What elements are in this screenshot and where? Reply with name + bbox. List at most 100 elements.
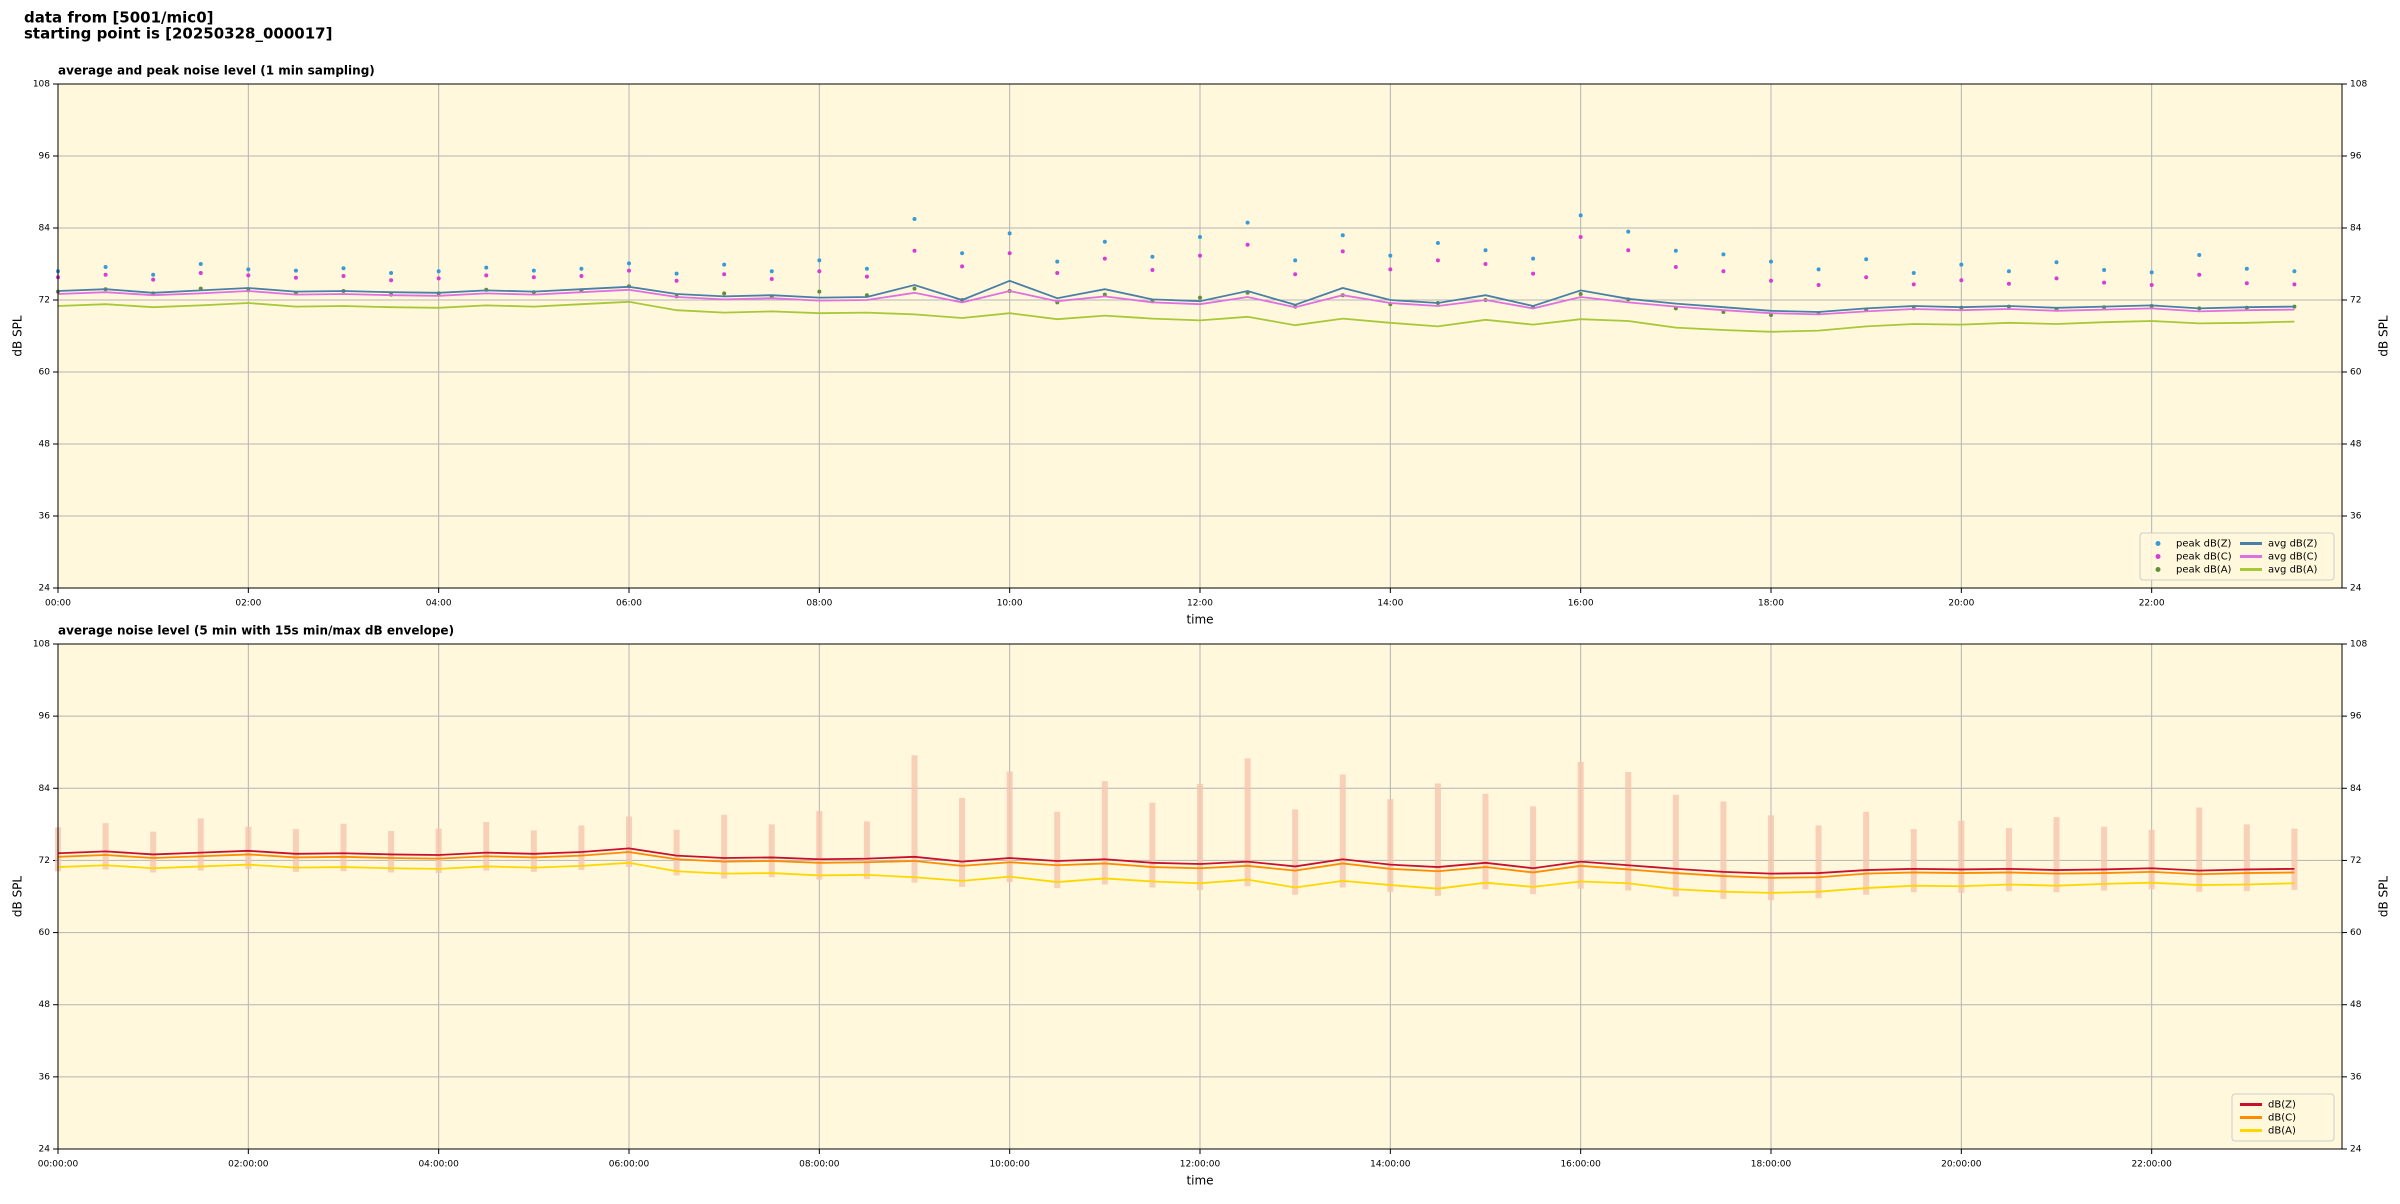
x-tick-label: 04:00 — [426, 599, 452, 609]
y-axis-label: dB SPL — [2377, 876, 2391, 918]
x-tick-label: 22:00 — [2139, 599, 2165, 609]
peak-point — [103, 272, 108, 277]
peak-point — [1150, 268, 1155, 272]
peak-point — [151, 277, 156, 282]
header-line: data from [5001/mic0] — [24, 9, 214, 27]
x-tick-label: 18:00 — [1758, 599, 1784, 609]
y-tick-label: 108 — [2350, 80, 2367, 90]
x-tick-label: 14:00:00 — [1370, 1160, 1411, 1170]
peak-point — [103, 265, 108, 269]
peak-point — [2054, 276, 2059, 281]
peak-point — [817, 258, 822, 263]
peak-point — [2244, 266, 2249, 271]
y-tick-label: 72 — [39, 856, 50, 866]
y-tick-label: 72 — [2350, 296, 2361, 306]
x-tick-label: 16:00 — [1568, 599, 1594, 609]
peak-point — [531, 268, 536, 273]
header-line: starting point is [20250328_000017] — [24, 25, 332, 43]
peak-point — [1578, 213, 1583, 218]
y-tick-label: 60 — [2350, 928, 2362, 938]
peak-point — [1198, 235, 1202, 239]
peak-point — [1769, 259, 1773, 264]
peak-point — [1531, 256, 1536, 261]
peak-point — [769, 277, 774, 281]
peak-point — [1150, 254, 1155, 259]
x-tick-label: 20:00 — [1948, 599, 1974, 609]
peak-point — [817, 289, 822, 294]
chart-title: average and peak noise level (1 min samp… — [58, 64, 375, 78]
peak-point — [246, 267, 251, 272]
peak-point — [864, 266, 869, 271]
peak-point — [912, 286, 917, 291]
peak-point — [484, 265, 489, 270]
x-tick-label: 14:00 — [1377, 599, 1403, 609]
series-line — [57, 279, 2295, 313]
peak-point — [1911, 271, 1916, 275]
peak-point — [2292, 269, 2297, 274]
peak-point — [2244, 281, 2249, 286]
peak-point — [2197, 253, 2202, 257]
peak-point — [2006, 269, 2011, 274]
y-tick-label: 96 — [39, 152, 51, 162]
peak-point — [722, 262, 727, 267]
peak-point — [1959, 262, 1964, 267]
peak-point — [627, 268, 631, 273]
x-tick-label: 02:00:00 — [228, 1160, 269, 1170]
x-tick-label: 22:00:00 — [2131, 1160, 2172, 1170]
series-line — [57, 861, 2295, 894]
x-tick-label: 06:00 — [616, 599, 642, 609]
y-tick-label: 48 — [2350, 440, 2362, 450]
y-tick-label: 96 — [39, 712, 51, 722]
y-tick-label: 84 — [2350, 224, 2362, 234]
x-tick-label: 08:00 — [806, 599, 832, 609]
peak-point — [1769, 278, 1773, 283]
y-tick-label: 24 — [39, 584, 51, 594]
peak-point — [2197, 272, 2202, 277]
x-tick-label: 12:00 — [1187, 599, 1213, 609]
peak-point — [960, 264, 965, 269]
peak-point — [436, 276, 441, 281]
peak-point — [1626, 248, 1631, 253]
chart-title: average noise level (5 min with 15s min/… — [58, 624, 454, 638]
peak-point — [2292, 282, 2297, 287]
series-line — [57, 300, 2295, 333]
legend-label: avg dB(Z) — [2268, 539, 2318, 550]
series-line — [57, 851, 2295, 879]
peak-point — [1673, 265, 1678, 269]
legend-marker — [2155, 567, 2161, 572]
peak-point — [1721, 252, 1726, 257]
x-tick-label: 16:00:00 — [1560, 1160, 1601, 1170]
peak-point — [1816, 267, 1821, 272]
peak-point — [293, 275, 298, 280]
x-tick-label: 00:00:00 — [38, 1160, 79, 1170]
legend-marker — [2155, 541, 2161, 546]
peak-point — [769, 269, 774, 274]
peak-point — [817, 269, 822, 274]
peak-point — [1673, 248, 1678, 253]
peak-point — [1388, 253, 1393, 258]
legend-label: peak dB(Z) — [2176, 539, 2232, 550]
x-tick-label: 10:00 — [997, 599, 1023, 609]
peak-point — [1198, 295, 1202, 300]
peak-point — [1007, 231, 1012, 236]
x-tick-label: 08:00:00 — [799, 1160, 840, 1170]
peak-point — [246, 273, 251, 278]
peak-point — [912, 217, 917, 221]
peak-point — [2054, 260, 2059, 265]
peak-point — [2006, 281, 2011, 286]
peak-point — [1816, 283, 1821, 287]
x-tick-label: 06:00:00 — [609, 1160, 650, 1170]
peak-point — [1245, 242, 1250, 247]
y-tick-label: 60 — [2350, 368, 2362, 378]
y-tick-label: 108 — [33, 80, 50, 90]
chart-panel: average noise level (5 min with 15s min/… — [11, 624, 2391, 1188]
y-axis-label: dB SPL — [11, 315, 25, 357]
peak-point — [1483, 248, 1488, 253]
y-axis-label: dB SPL — [2377, 315, 2391, 357]
peak-point — [1626, 229, 1631, 234]
peak-point — [1102, 256, 1107, 261]
legend-label: dB(A) — [2268, 1126, 2296, 1137]
plot-frame — [57, 83, 2343, 589]
